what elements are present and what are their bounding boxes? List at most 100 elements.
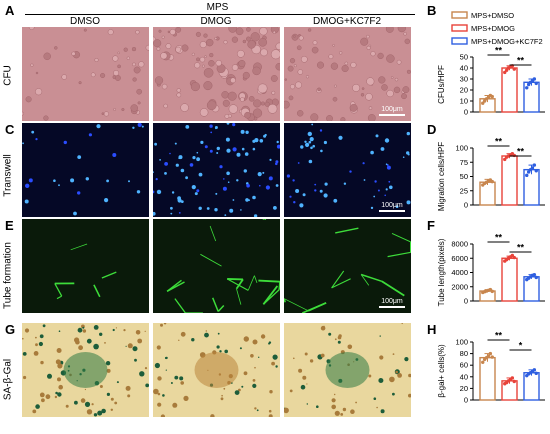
micrograph-sagal-kc7f2: [284, 323, 411, 417]
micrograph-transwell-kc7f2: 100μm: [284, 123, 411, 217]
chart-h-sig-label-1: *: [519, 341, 523, 351]
chart-b-tick-label: 0: [464, 108, 468, 117]
chart-b-point-2-3: [530, 79, 535, 83]
chart-b-point-2-0: [525, 86, 529, 90]
micrograph-transwell-dmog: [153, 123, 280, 217]
chart-f-sig-label-1: **: [517, 243, 525, 253]
chart-f-point-2-4: [532, 272, 537, 277]
chart-f-tick-label: 4000: [451, 268, 468, 277]
chart-d-tick-label: 100: [455, 144, 468, 153]
chart-h-bar-0: [479, 356, 496, 401]
chart-f-point-1-5: [512, 255, 516, 260]
chart-b-point-0-3: [486, 96, 491, 100]
micrograph-cfu-kc7f2: 100μm: [284, 27, 411, 121]
chart-h-tick-label: 20: [460, 384, 468, 393]
chart-b-tick-label: 50: [460, 53, 468, 62]
chart-b-point-1-5: [512, 67, 516, 71]
scale-bar-label: 100μm: [381, 106, 403, 113]
panel-letter-h: H: [427, 322, 437, 337]
chart-h-point-2-4: [532, 368, 537, 372]
chart-d-point-1-5: [512, 153, 516, 158]
legend-label-dmso: MPS+DMSO: [471, 11, 514, 20]
chart-b-point-2-1: [526, 82, 531, 87]
panel-letter-b: B: [427, 3, 437, 18]
micrograph-transwell-dmso: [22, 123, 149, 217]
chart-d-sig-label-0: **: [495, 137, 503, 147]
panel-letter-d: D: [427, 122, 437, 137]
chart-b-point-0-0: [481, 101, 485, 105]
chart-b-point-1-1: [504, 68, 509, 72]
scale-bar-line: [379, 210, 405, 212]
chart-d-tick-label: 50: [460, 172, 468, 181]
chart-d-y-label: Migration cells/HPF: [437, 142, 446, 211]
chart-h-point-0-3: [486, 354, 491, 358]
chart-d-point-1-0: [503, 157, 507, 162]
chart-b-tick-label: 30: [460, 75, 468, 84]
chart-b-sig-label-0: **: [495, 46, 503, 56]
chart-d-tick-label: 75: [460, 158, 468, 167]
chart-d-point-2-3: [530, 166, 535, 170]
chart-d-bar-1: [501, 155, 518, 206]
micrograph-sagal-dmog: [153, 323, 280, 417]
chart-b-bar-1: [501, 67, 518, 113]
chart-f-point-2-5: [534, 275, 538, 280]
chart-b-point-2-5: [534, 81, 538, 86]
panel-letter-e: E: [5, 218, 14, 233]
column-header-dmso: DMSO: [70, 16, 100, 27]
chart-b-point-0-5: [490, 94, 494, 99]
legend-swatch-dmso: [451, 11, 468, 19]
chart-f-y-label: Tube length(pixels): [437, 238, 446, 306]
column-header-dmog-kc7f2: DMOG+KC7F2: [312, 16, 382, 27]
chart-h-point-2-5: [534, 371, 538, 376]
chart-b-point-1-0: [503, 70, 507, 75]
chart-f-tick-label: 6000: [451, 254, 468, 263]
chart-h-point-0-5: [490, 355, 494, 359]
chart-b-sig-label-1: **: [517, 56, 525, 66]
chart-h-tick-label: 60: [460, 361, 468, 370]
chart-b-tick-label: 20: [460, 86, 468, 95]
chart-f-tick-label: 0: [464, 297, 468, 306]
micrograph-sagal-dmso: [22, 323, 149, 417]
panel-letter-f: F: [427, 218, 435, 233]
legend-label-dmog-kc7f2: MPS+DMOG+KC7F2: [471, 37, 543, 46]
chart-b-y-label: CFUs/HPF: [437, 65, 446, 104]
chart-d-point-0-5: [490, 179, 494, 184]
legend: MPS+DMSO MPS+DMOG MPS+DMOG+KC7F2: [451, 11, 543, 46]
scale-bar-label: 100μm: [381, 298, 403, 305]
chart-f-tick-label: 8000: [451, 240, 468, 249]
chart-h-tick-label: 0: [464, 396, 468, 405]
panel-letter-c: C: [5, 122, 15, 137]
micrograph-tube-dmog: [153, 219, 280, 313]
chart-h-point-1-4: [510, 376, 515, 380]
chart-h-sig-label-0: **: [495, 331, 503, 341]
chart-b-tick-label: 10: [460, 97, 468, 106]
column-header-dmog: DMOG: [200, 16, 232, 27]
chart-d-point-2-0: [525, 173, 529, 178]
chart-f-point-0-5: [490, 289, 494, 294]
chart-b-point-2-4: [532, 77, 537, 81]
group-header-line: [25, 14, 415, 15]
panel-letter-a: A: [5, 3, 15, 18]
chart-b-point-0-1: [482, 99, 487, 103]
chart-h-point-1-5: [512, 379, 516, 384]
legend-label-dmog: MPS+DMOG: [471, 24, 515, 33]
chart-f-tick-label: 2000: [451, 282, 468, 291]
micrograph-tube-kc7f2: 100μm: [284, 219, 411, 313]
chart-f-bar-1: [501, 257, 518, 302]
scale-bar-transwell: 100μm: [379, 202, 405, 212]
scale-bar-line: [379, 306, 405, 308]
chart-d-point-2-5: [534, 169, 538, 173]
chart-d-tick-label: 25: [460, 186, 468, 195]
chart-h-tick-label: 40: [460, 372, 468, 381]
group-header: MPS: [206, 2, 229, 13]
legend-swatch-dmog-kc7f2: [451, 37, 468, 45]
chart-d-tick-label: 0: [464, 201, 468, 210]
micrograph-tube-dmso: [22, 219, 149, 313]
chart-f-sig-label-0: **: [495, 233, 503, 243]
scale-bar-line: [379, 114, 405, 116]
chart-d-point-2-4: [532, 163, 537, 167]
chart-d-point-2-1: [526, 170, 531, 174]
micrograph-cfu-dmog: [153, 27, 280, 121]
chart-b-tick-label: 40: [460, 64, 468, 73]
